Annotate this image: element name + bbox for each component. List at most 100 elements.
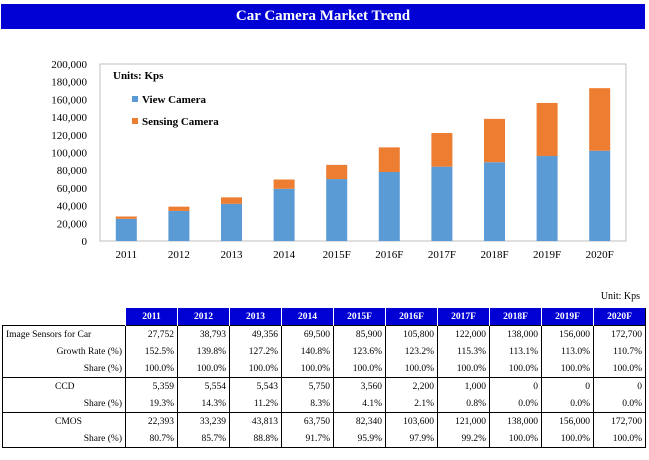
row-label: Growth Rate (%) xyxy=(2,343,126,360)
table-cell: 113.1% xyxy=(489,343,542,360)
x-tick-label: 2018F xyxy=(480,249,508,261)
table-cell: 0.0% xyxy=(489,395,542,413)
table-cell: 0 xyxy=(541,377,594,395)
table-cell: 0.8% xyxy=(437,395,490,413)
bar-sensing-camera xyxy=(536,102,558,157)
table-row: Share (%) 19.3% 14.3% 11.2% 8.3% 4.1% 2.… xyxy=(2,395,646,413)
x-tick-label: 2015F xyxy=(323,249,351,261)
x-tick-label: 2011 xyxy=(116,249,138,261)
table-cell: 19.3% xyxy=(125,395,178,413)
bar-view-camera xyxy=(115,218,137,241)
bar-view-camera xyxy=(168,210,190,241)
table-cell: 100.0% xyxy=(229,360,282,378)
table-cell: 100.0% xyxy=(281,360,334,378)
table-cell: 85.7% xyxy=(177,430,230,448)
table-cell: 99.2% xyxy=(437,430,490,448)
y-tick-label: 180,000 xyxy=(51,77,87,89)
legend-swatch-view-camera xyxy=(132,96,138,102)
table-cell: 113.0% xyxy=(541,343,594,360)
bar-view-camera xyxy=(378,171,400,241)
col-header: 2014 xyxy=(281,308,334,326)
y-tick-label: 20,000 xyxy=(57,218,88,230)
row-label: Share (%) xyxy=(2,360,126,378)
table-cell: 100.0% xyxy=(385,360,438,378)
table-cell: 69,500 xyxy=(281,325,334,343)
bar-view-camera xyxy=(484,162,505,241)
x-axis: 2011 2012 2013 2014 2015F 2016F 2017F 2018F 2019… xyxy=(116,249,614,261)
table-cell: 80.7% xyxy=(125,430,178,448)
bar-view-camera xyxy=(536,156,558,241)
table-cell: 5,554 xyxy=(177,377,230,395)
table-header-row: 2011 2012 2013 2014 2015F 2016F 2017F 20… xyxy=(2,308,646,326)
y-tick-label: 80,000 xyxy=(57,165,88,177)
row-label: CCD xyxy=(2,377,126,395)
table-cell: 140.8% xyxy=(281,343,334,360)
table-cell: 127.2% xyxy=(229,343,282,360)
bar-view-camera xyxy=(589,150,611,241)
table-row: Growth Rate (%) 152.5% 139.8% 127.2% 140… xyxy=(2,343,646,360)
bar-chart: 0 20,000 40,000 60,000 80,000 100,000 120,000 1… xyxy=(51,59,627,261)
row-label: Image Sensors for Car xyxy=(2,325,126,343)
table-cell: 172,700 xyxy=(593,325,646,343)
table-cell: 82,340 xyxy=(333,412,386,430)
y-tick-label: 120,000 xyxy=(51,130,87,142)
table-cell: 4.1% xyxy=(333,395,386,413)
y-axis: 0 20,000 40,000 60,000 80,000 100,000 120,000 1… xyxy=(51,59,87,248)
table-cell: 0.0% xyxy=(541,395,594,413)
table-cell: 123.6% xyxy=(333,343,386,360)
table-cell: 11.2% xyxy=(229,395,282,413)
table-cell: 100.0% xyxy=(541,430,594,448)
table-cell: 63,750 xyxy=(281,412,334,430)
x-tick-label: 2014 xyxy=(273,249,296,261)
legend-label-view-camera: View Camera xyxy=(142,94,207,106)
col-header: 2015F xyxy=(333,308,386,326)
table-cell: 139.8% xyxy=(177,343,230,360)
table-cell: 100.0% xyxy=(489,430,542,448)
legend-swatch-sensing-camera xyxy=(132,118,138,124)
col-header: 2011 xyxy=(125,308,178,326)
chart-title: Car Camera Market Trend xyxy=(1,4,645,29)
table-cell: 152.5% xyxy=(125,343,178,360)
table-cell: 122,000 xyxy=(437,325,490,343)
col-header: 2018F xyxy=(489,308,542,326)
table-cell: 103,600 xyxy=(385,412,438,430)
table-cell: 121,000 xyxy=(437,412,490,430)
market-data-table: 2011 2012 2013 2014 2015F 2016F 2017F 20… xyxy=(2,308,646,448)
table-cell: 0 xyxy=(593,377,646,395)
table-cell: 105,800 xyxy=(385,325,438,343)
bar-sensing-camera xyxy=(326,164,348,180)
table-cell: 156,000 xyxy=(541,325,594,343)
bar-sensing-camera xyxy=(484,118,505,163)
col-header: 2019F xyxy=(541,308,594,326)
bar-sensing-camera xyxy=(168,206,190,211)
table-cell: 100.0% xyxy=(125,360,178,378)
table-cell: 95.9% xyxy=(333,430,386,448)
table-row: CMOS 22,393 33,239 43,813 63,750 82,340 … xyxy=(2,412,646,430)
table-row: CCD 5,359 5,554 5,543 5,750 3,560 2,200 … xyxy=(2,377,646,395)
col-header: 2012 xyxy=(177,308,230,326)
col-header: 2020F xyxy=(593,308,646,326)
table-cell: 38,793 xyxy=(177,325,230,343)
table-cell: 100.0% xyxy=(177,360,230,378)
bar-view-camera xyxy=(326,179,348,241)
x-tick-label: 2016F xyxy=(375,249,403,261)
table-cell: 156,000 xyxy=(541,412,594,430)
table-cell: 0 xyxy=(489,377,542,395)
table-cell: 172,700 xyxy=(593,412,646,430)
table-cell: 97.9% xyxy=(385,430,438,448)
table-cell: 3,560 xyxy=(333,377,386,395)
table-row: Image Sensors for Car 27,752 38,793 49,3… xyxy=(2,325,646,343)
table-cell: 100.0% xyxy=(593,430,646,448)
x-tick-label: 2020F xyxy=(586,249,614,261)
x-tick-label: 2017F xyxy=(428,249,456,261)
bar-sensing-camera xyxy=(431,133,453,167)
table-cell: 5,750 xyxy=(281,377,334,395)
plot-frame xyxy=(99,63,627,242)
legend-label-sensing-camera: Sensing Camera xyxy=(142,116,219,128)
units-note: Units: Kps xyxy=(113,70,164,82)
table-cell: 100.0% xyxy=(541,360,594,378)
legend: View Camera Sensing Camera xyxy=(132,94,219,128)
col-header: 2013 xyxy=(229,308,282,326)
row-label: CMOS xyxy=(2,412,126,430)
table-cell: 138,000 xyxy=(489,325,542,343)
